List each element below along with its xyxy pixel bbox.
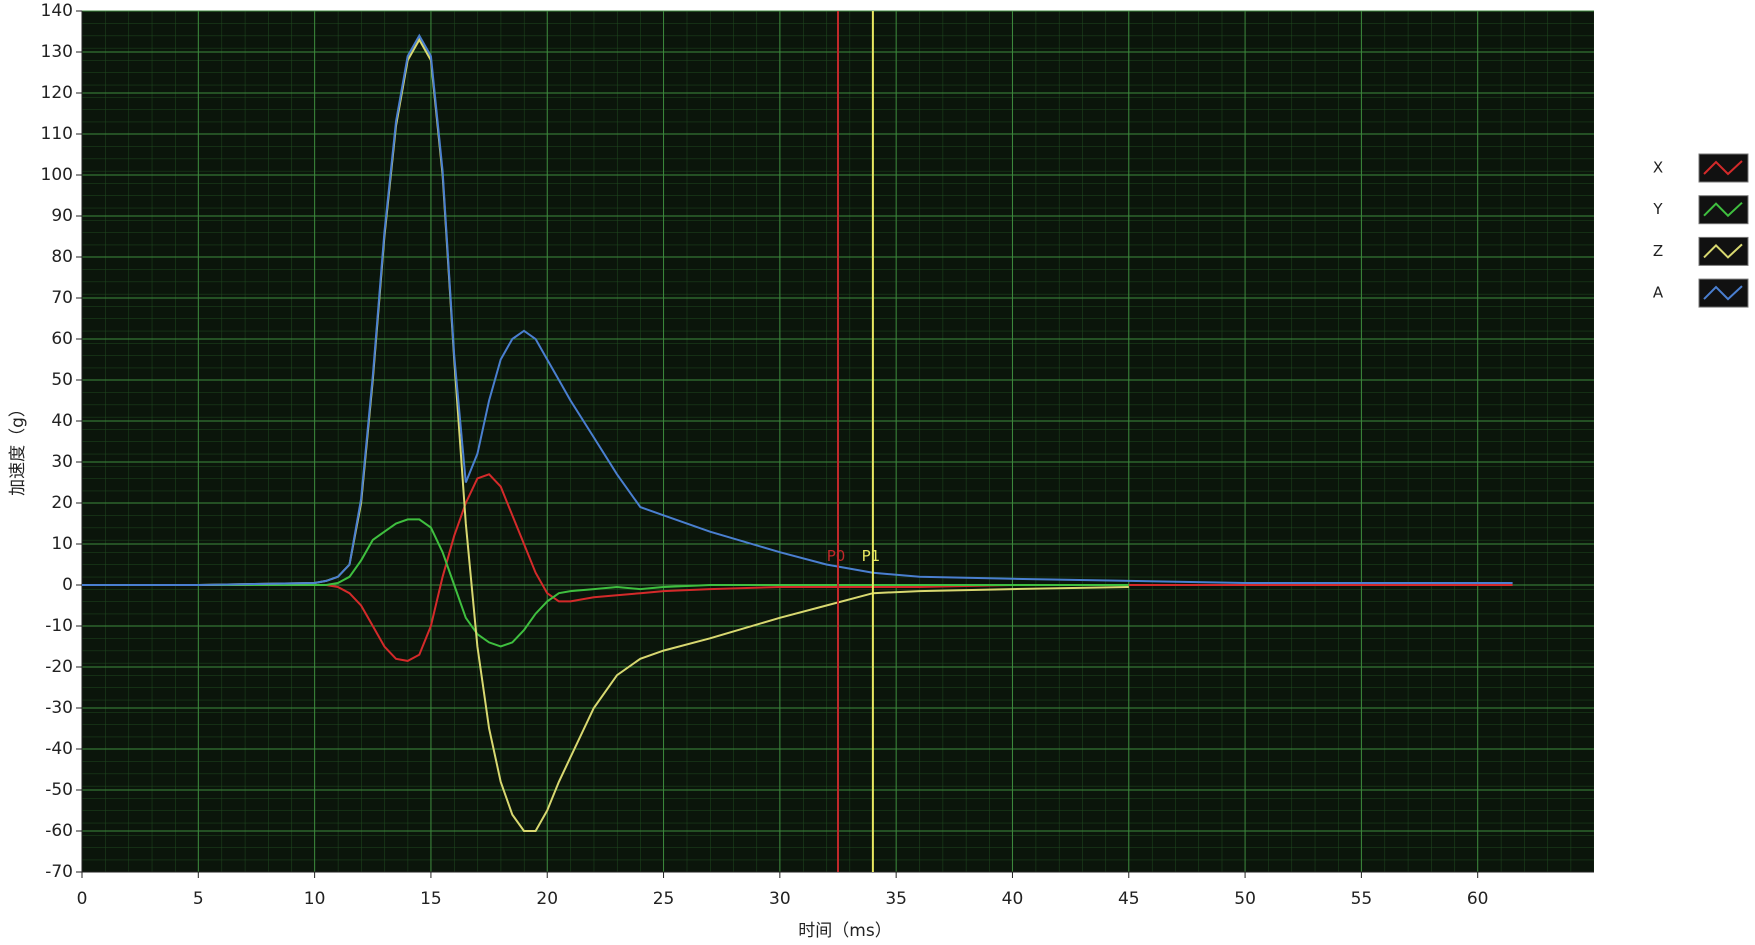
series-line bbox=[82, 518, 1129, 648]
x-tick-label: 55 bbox=[1351, 889, 1373, 909]
y-tick-label: 40 bbox=[51, 411, 73, 431]
x-tick-label: 40 bbox=[1002, 889, 1024, 909]
x-tick-label: 5 bbox=[193, 889, 204, 909]
y-tick-label: 130 bbox=[41, 42, 73, 62]
y-tick-label: 100 bbox=[41, 165, 73, 185]
y-tick-label: 140 bbox=[41, 1, 73, 21]
y-tick-label: -40 bbox=[45, 739, 73, 759]
series-line bbox=[82, 473, 1513, 662]
x-tick-label: 20 bbox=[536, 889, 558, 909]
y-tick-label: -20 bbox=[45, 657, 73, 677]
cursor-label: P1 bbox=[862, 547, 881, 565]
y-tick-label: -70 bbox=[45, 862, 73, 882]
x-tick-label: 25 bbox=[653, 889, 675, 909]
y-tick-label: 30 bbox=[51, 452, 73, 472]
y-tick-label: 80 bbox=[51, 247, 73, 267]
legend-swatch bbox=[1698, 236, 1749, 266]
y-tick-label: 90 bbox=[51, 206, 73, 226]
cursor-label: P0 bbox=[827, 547, 846, 565]
legend-swatch bbox=[1698, 278, 1749, 308]
y-tick-label: 10 bbox=[51, 534, 73, 554]
x-tick-label: 35 bbox=[885, 889, 907, 909]
legend-swatch bbox=[1698, 195, 1749, 225]
y-tick-label: 50 bbox=[51, 370, 73, 390]
y-tick-label: 110 bbox=[41, 124, 73, 144]
y-tick-label: -30 bbox=[45, 698, 73, 718]
y-tick-label: 70 bbox=[51, 288, 73, 308]
legend-label: Y bbox=[1652, 200, 1663, 218]
legend-line bbox=[1703, 285, 1743, 301]
x-tick-label: 50 bbox=[1234, 889, 1256, 909]
y-tick-label: -50 bbox=[45, 780, 73, 800]
x-tick-label: 30 bbox=[769, 889, 791, 909]
legend-label: Z bbox=[1653, 242, 1663, 260]
x-axis-title: 时间（ms） bbox=[798, 921, 891, 941]
y-tick-label: -10 bbox=[45, 616, 73, 636]
y-tick-label: -60 bbox=[45, 821, 73, 841]
legend-line bbox=[1703, 201, 1743, 218]
y-tick-label: 20 bbox=[51, 493, 73, 513]
x-tick-label: 45 bbox=[1118, 889, 1140, 909]
y-tick-label: 120 bbox=[41, 83, 73, 103]
x-tick-label: 0 bbox=[77, 889, 88, 909]
series-line bbox=[82, 33, 1513, 586]
legend-line bbox=[1703, 243, 1743, 259]
x-tick-label: 15 bbox=[420, 889, 442, 909]
legend-label: A bbox=[1653, 284, 1664, 302]
y-axis-title: 加速度（g） bbox=[8, 400, 28, 496]
legend-line bbox=[1703, 160, 1743, 176]
y-tick-label: 0 bbox=[62, 575, 73, 595]
x-tick-label: 10 bbox=[304, 889, 326, 909]
x-tick-label: 60 bbox=[1467, 889, 1489, 909]
legend-swatch bbox=[1698, 153, 1749, 183]
y-tick-label: 60 bbox=[51, 329, 73, 349]
legend-label: X bbox=[1653, 159, 1663, 177]
